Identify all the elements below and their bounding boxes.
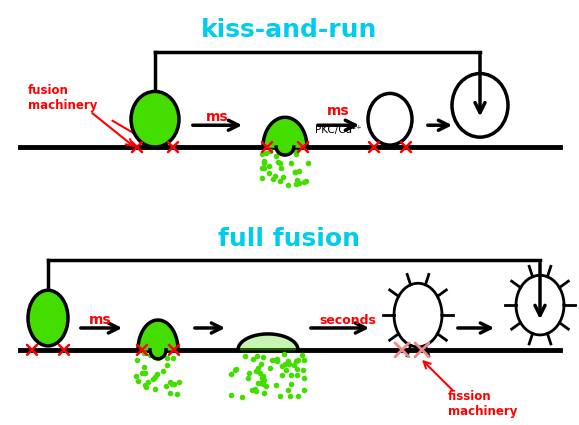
Polygon shape (138, 320, 178, 359)
Text: kiss-and-run: kiss-and-run (201, 18, 377, 42)
Text: ms: ms (206, 110, 228, 124)
Ellipse shape (131, 91, 179, 147)
Polygon shape (263, 117, 307, 155)
Text: fusion
machinery: fusion machinery (28, 85, 97, 113)
Ellipse shape (28, 290, 68, 346)
Text: fission
machinery: fission machinery (448, 390, 518, 418)
Text: ms: ms (327, 104, 349, 118)
Polygon shape (238, 334, 298, 350)
Text: ms: ms (89, 313, 111, 327)
Text: PKC/Ca²⁺: PKC/Ca²⁺ (315, 125, 361, 135)
Text: seconds: seconds (320, 314, 376, 326)
Text: full fusion: full fusion (218, 227, 360, 251)
